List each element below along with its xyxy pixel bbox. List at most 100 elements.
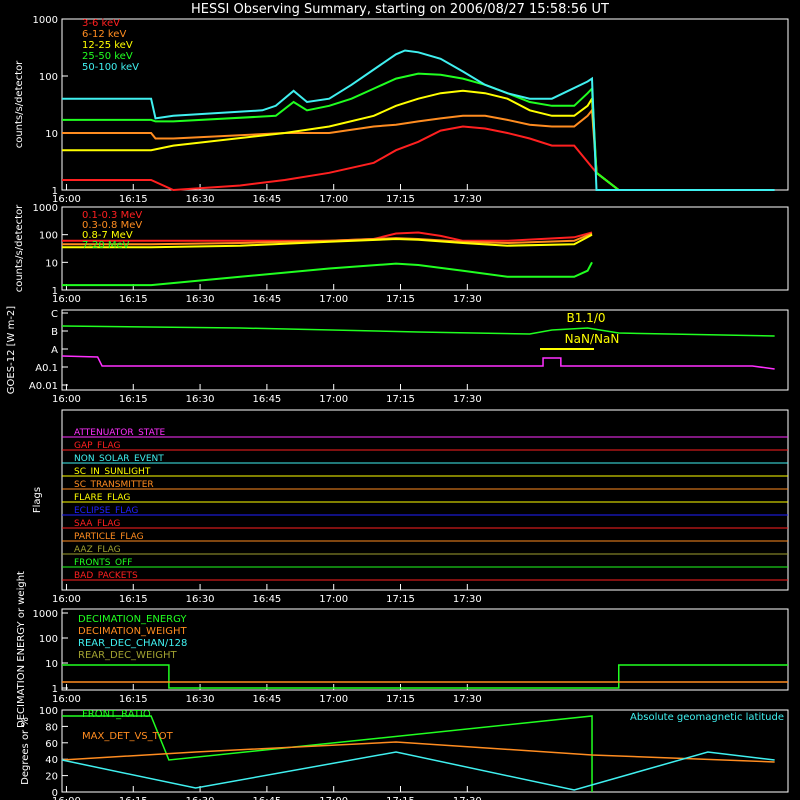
panel3-tick-label: 17:30	[453, 394, 482, 405]
panel4-tick-label: 17:30	[453, 594, 482, 605]
panel4-flag-label: ECLIPSE_FLAG	[74, 506, 138, 516]
panel3-tick-label: 17:15	[386, 394, 415, 405]
panel6-tick-label: 17:00	[319, 796, 348, 800]
panel5-legend-item: DECIMATION_WEIGHT	[78, 626, 187, 637]
panel1-tick-label: 16:15	[119, 194, 148, 205]
panel5-tick-label: 17:30	[453, 694, 482, 705]
panel2-tick-label: 16:00	[52, 294, 81, 305]
panel1-tick-label: 17:00	[319, 194, 348, 205]
panel4-frame	[61, 409, 789, 591]
panel2-tick-label: 16:15	[119, 294, 148, 305]
panel3-ytick-label: A0.01	[29, 381, 58, 392]
panel1-legend-item: 50-100 keV	[82, 62, 139, 73]
panel3-tick-label: 16:00	[52, 394, 81, 405]
panel3-annotation-goes-class: B1.1/0	[567, 311, 606, 325]
panel3-annotation-nan: NaN/NaN	[565, 332, 620, 346]
panel6-legend-item: MAX_DET_VS_TOT	[82, 731, 174, 742]
panel5-tick-label: 17:00	[319, 694, 348, 705]
panel1-ytick-label: 1000	[33, 15, 58, 26]
panel6-series-geomagnetic-latitude	[61, 751, 775, 791]
panel2-ytick-label: 1	[52, 286, 58, 297]
panel2-ylabel: counts/s/detector	[14, 204, 25, 292]
panel6-series-max-det	[61, 741, 775, 763]
panel1-tick-label: 17:15	[386, 194, 415, 205]
panel6-tick-label: 17:30	[453, 796, 482, 800]
panel1-ytick-label: 100	[39, 72, 58, 83]
panel6-tick-label: 16:45	[252, 796, 281, 800]
panel1-ytick-label: 10	[45, 129, 58, 140]
panel2-ytick-label: 10	[45, 258, 58, 269]
panel1-ylabel: counts/s/detector	[14, 60, 25, 148]
panel3-series-goes-long	[61, 325, 775, 337]
panel1-legend-item: 6-12 keV	[82, 29, 126, 40]
panel4-flag-label: NON_SOLAR_EVENT	[74, 454, 164, 464]
panel6-tick-label: 17:15	[386, 796, 415, 800]
panel4-flag-label: SC_TRANSMITTER	[74, 480, 154, 490]
panel4-flag-label: GAP_FLAG	[74, 441, 120, 451]
panel4-flag-label: SC_IN_SUNLIGHT	[74, 467, 151, 477]
panel2-ytick-label: 1000	[33, 203, 58, 214]
panel5-ytick-label: 100	[39, 634, 58, 645]
panel2-tick-label: 17:30	[453, 294, 482, 305]
panel1-legend-item: 3-6 keV	[82, 18, 120, 29]
panel4-tick-label: 17:15	[386, 594, 415, 605]
panel6-frame	[61, 709, 789, 793]
panel5-frame	[61, 608, 789, 691]
panel5-series-decimation-energy	[62, 664, 788, 689]
panel4-flag-label: FLARE_FLAG	[74, 493, 130, 503]
panel1-frame	[61, 18, 789, 191]
panel2-legend-item: 0.1-0.3 MeV	[82, 210, 142, 221]
panel5-ytick-label: 10	[45, 659, 58, 670]
panel6-ytick-label: 0	[52, 788, 58, 799]
panel3-ylabel: GOES-12 [W m-2]	[6, 306, 17, 394]
panel4-flag-label: PARTICLE_FLAG	[74, 532, 144, 542]
panel1-ytick-label: 1	[52, 186, 58, 197]
panel5-tick-label: 16:45	[252, 694, 281, 705]
panel4-flag-label: AAZ_FLAG	[74, 545, 121, 555]
panel5-ytick-label: 1	[52, 684, 58, 695]
panel2-legend-item: 0.3-0.8 MeV	[82, 220, 142, 231]
panel4-flag-label: BAD_PACKETS	[74, 571, 138, 581]
panel5-ylabel: DECIMATION ENERGY or weight	[16, 571, 27, 728]
panel5-legend-item: DECIMATION_ENERGY	[78, 614, 187, 625]
panel1-series-50-100-keV	[62, 49, 775, 191]
panel5-tick-label: 16:15	[119, 694, 148, 705]
panel5-legend-item: REAR_DEC_CHAN/128	[78, 638, 187, 649]
panel2-series-7-20-MeV	[62, 261, 593, 287]
panel6-ytick-label: 40	[45, 755, 58, 766]
panel2-frame	[61, 206, 789, 291]
panel2-tick-label: 17:00	[319, 294, 348, 305]
panel5-legend-item: REAR_DEC_WEIGHT	[78, 650, 177, 661]
panel6-ytick-label: 60	[45, 739, 58, 750]
panel3-series-goes-short	[61, 355, 775, 370]
panel4-tick-label: 16:00	[52, 594, 81, 605]
panel6-tick-label: 16:30	[186, 796, 215, 800]
panel2-legend-item: 0.8-7 MeV	[82, 230, 133, 241]
panel5-tick-label: 17:15	[386, 694, 415, 705]
panel6-tick-label: 16:00	[52, 796, 81, 800]
panel4-tick-label: 16:45	[252, 594, 281, 605]
panel1-series-6-12-keV	[62, 107, 620, 191]
panel4-flag-label: SAA_FLAG	[74, 519, 120, 529]
panel1-series-3-6-keV	[62, 125, 620, 192]
panel6-series-front-ratio	[62, 715, 593, 792]
panel1-tick-label: 16:45	[252, 194, 281, 205]
panel2-series-0.8-7-MeV	[62, 233, 593, 249]
panel1-tick-label: 16:00	[52, 194, 81, 205]
panel2-ytick-label: 100	[39, 231, 58, 242]
panel2-tick-label: 16:45	[252, 294, 281, 305]
panel2-legend-item: 7-20 MeV	[82, 240, 130, 251]
panel2-series-0.1-0.3-MeV	[62, 231, 593, 242]
panel1-series-12-25-keV	[62, 89, 620, 191]
panel4-tick-label: 16:30	[186, 594, 215, 605]
panel3-tick-label: 16:45	[252, 394, 281, 405]
panel3-tick-label: 17:00	[319, 394, 348, 405]
panel2-tick-label: 17:15	[386, 294, 415, 305]
panel6-right-label: Absolute geomagnetic latitude	[630, 712, 784, 723]
panel1-legend-item: 12-25 keV	[82, 40, 133, 51]
panel6-ytick-label: 80	[45, 722, 58, 733]
panel3-tick-label: 16:30	[186, 394, 215, 405]
panel3-ytick-label: B	[51, 327, 58, 338]
panel6-legend-item: FRONT_RATIO	[82, 709, 151, 720]
